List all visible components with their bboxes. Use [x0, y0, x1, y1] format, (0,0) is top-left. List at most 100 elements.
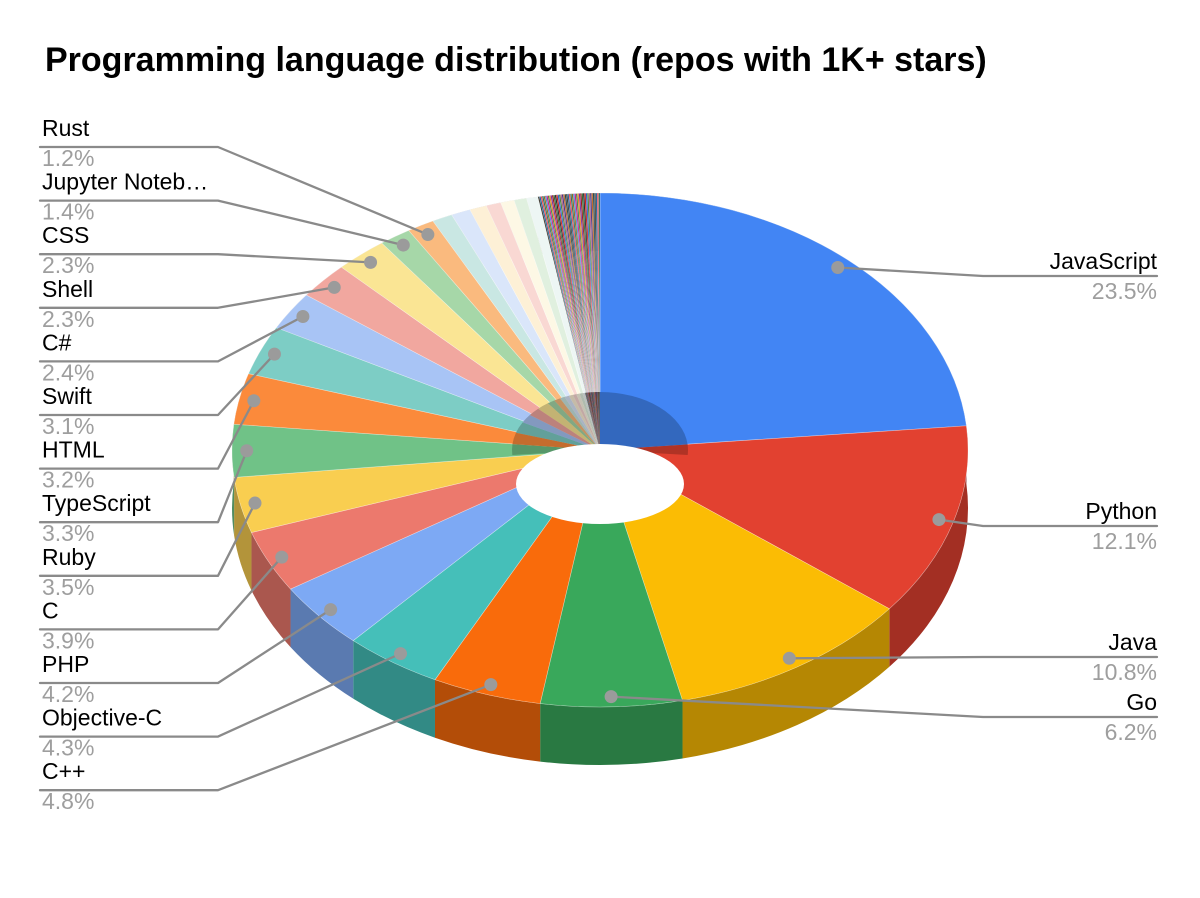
callout-pct-slice-4-c: 4.8% — [42, 788, 94, 814]
slice-other-sliver-27[interactable] — [575, 193, 601, 451]
slice-other-sliver-42[interactable] — [596, 192, 601, 451]
slice-other-sliver-35[interactable] — [586, 192, 601, 451]
slice-other-sliver-25[interactable] — [572, 193, 601, 451]
slice-other-sliver-24[interactable] — [571, 193, 601, 451]
slice-other-sliver-13[interactable] — [555, 194, 601, 451]
slice-other-sliver-14[interactable] — [557, 194, 601, 451]
slice-other-pastel-3[interactable] — [485, 202, 601, 451]
slice-other-sliver-2[interactable] — [540, 195, 601, 451]
inner-wall-slice-other-sliver-32 — [595, 392, 600, 450]
slice-9-typescript[interactable] — [231, 423, 601, 478]
slice-12-c[interactable] — [275, 294, 601, 451]
slice-other-sliver-28[interactable] — [576, 193, 601, 451]
slice-other-sliver-6[interactable] — [545, 195, 601, 451]
callout-label-slice-15-jupyter-noteb: Jupyter Noteb… — [42, 169, 208, 195]
slice-other-sliver-4[interactable] — [543, 195, 601, 451]
callout-pct-slice-6-php: 4.2% — [42, 681, 94, 707]
slice-other-sliver-11[interactable] — [552, 194, 601, 451]
callout-pct-slice-11-swift: 3.1% — [42, 413, 94, 439]
slice-other-sliver-1[interactable] — [538, 196, 601, 451]
inner-wall-slice-other-sliver-29 — [594, 392, 600, 450]
slice-other-sliver-21[interactable] — [567, 193, 601, 451]
leader-dot-slice-3-go — [604, 690, 618, 704]
inner-wall-slice-other-sliver-23 — [592, 392, 600, 450]
slice-other-sliver-9[interactable] — [550, 194, 601, 451]
slice-other-sliver-43[interactable] — [598, 192, 601, 451]
slice-other-sliver-26[interactable] — [574, 193, 601, 451]
leader-line-slice-3-go — [609, 695, 1159, 719]
slice-other-sliver-30[interactable] — [579, 193, 601, 451]
callout-label-slice-2-java: Java — [1108, 629, 1157, 655]
slice-other-sliver-3[interactable] — [541, 195, 601, 451]
leader-dot-slice-6-php — [324, 603, 338, 617]
inner-wall-slice-other-sliver-17 — [590, 392, 600, 450]
slice-10-html[interactable] — [233, 373, 601, 451]
inner-wall-slice-1-python — [600, 444, 689, 456]
slice-other-sliver-39[interactable] — [592, 192, 601, 451]
slice-other-sliver-16[interactable] — [560, 194, 601, 451]
leader-line-slice-10-html — [38, 399, 255, 470]
slice-2-java[interactable] — [599, 449, 890, 701]
leader-dot-slice-0-javascript — [831, 261, 845, 275]
slice-other-pastel-5[interactable] — [513, 197, 601, 451]
slice-14-css[interactable] — [340, 242, 601, 451]
callout-label-slice-7-c: C — [42, 597, 59, 623]
callout-pct-slice-10-html: 3.2% — [42, 467, 94, 493]
inner-wall-slice-other-sliver-11 — [588, 392, 600, 450]
slice-other-sliver-10[interactable] — [551, 194, 601, 451]
callout-pct-slice-2-java: 10.8% — [1092, 659, 1157, 685]
slice-0-javascript[interactable] — [599, 192, 967, 451]
slice-other-sliver-29[interactable] — [578, 193, 601, 451]
slice-other-sliver-37[interactable] — [589, 192, 601, 451]
callout-label-slice-10-html: HTML — [42, 437, 105, 463]
slice-13-shell[interactable] — [305, 266, 601, 451]
slice-other-pastel-6[interactable] — [526, 196, 601, 451]
slice-other-sliver-40[interactable] — [594, 192, 601, 451]
leader-dot-slice-4-c — [484, 678, 498, 692]
leader-line-slice-2-java — [788, 655, 1159, 660]
slice-other-sliver-41[interactable] — [595, 192, 601, 451]
slice-other-sliver-22[interactable] — [568, 193, 601, 451]
slice-11-swift[interactable] — [248, 327, 601, 451]
inner-wall-slice-other-sliver-41 — [598, 391, 600, 450]
slice-7-c[interactable] — [251, 449, 601, 590]
slice-other-sliver-0[interactable] — [537, 196, 601, 451]
slice-other-pastel-4[interactable] — [500, 199, 601, 451]
leader-line-slice-5-objective-c — [38, 652, 402, 738]
slice-other-sliver-12[interactable] — [554, 194, 601, 451]
slice-other-sliver-20[interactable] — [565, 193, 601, 451]
slice-other-sliver-19[interactable] — [564, 193, 601, 451]
slice-8-ruby[interactable] — [233, 449, 601, 533]
slice-other-sliver-5[interactable] — [544, 195, 601, 451]
slice-other-sliver-34[interactable] — [585, 192, 601, 451]
inner-wall-slice-other-sliver-34 — [596, 392, 600, 450]
slice-15-jupyter-noteb[interactable] — [381, 230, 601, 451]
slice-other-sliver-36[interactable] — [588, 192, 601, 451]
inner-wall-slice-other-sliver-5 — [586, 392, 600, 450]
slice-other-sliver-23[interactable] — [569, 193, 601, 451]
slice-other-pastel-1[interactable] — [451, 209, 601, 451]
inner-wall-slice-other-sliver-22 — [592, 392, 600, 450]
slice-other-pastel-0[interactable] — [432, 214, 601, 451]
slice-other-sliver-17[interactable] — [561, 193, 601, 451]
slice-other-pastel-2[interactable] — [469, 205, 601, 451]
slice-16-rust[interactable] — [408, 220, 601, 451]
leader-dot-slice-7-c — [275, 550, 289, 564]
slice-other-sliver-8[interactable] — [548, 195, 601, 451]
slice-other-sliver-18[interactable] — [562, 193, 601, 451]
slice-other-sliver-32[interactable] — [582, 192, 601, 451]
leader-dot-slice-9-typescript — [240, 444, 254, 458]
inner-wall-slice-other-sliver-24 — [593, 392, 600, 450]
callout-pct-slice-14-css: 2.3% — [42, 252, 94, 278]
leader-dot-slice-13-shell — [327, 280, 341, 294]
slice-other-sliver-31[interactable] — [581, 192, 601, 451]
inner-wall-slice-other-sliver-16 — [590, 392, 600, 450]
slice-other-sliver-7[interactable] — [547, 195, 601, 451]
callout-label-slice-8-ruby: Ruby — [42, 544, 96, 570]
slice-other-sliver-15[interactable] — [558, 194, 601, 451]
inner-wall-slice-other-sliver-37 — [597, 392, 600, 450]
slice-other-sliver-38[interactable] — [591, 192, 601, 451]
leader-line-slice-8-ruby — [38, 501, 257, 577]
slice-other-sliver-33[interactable] — [584, 192, 601, 451]
callout-pct-slice-15-jupyter-noteb: 1.4% — [42, 199, 94, 225]
